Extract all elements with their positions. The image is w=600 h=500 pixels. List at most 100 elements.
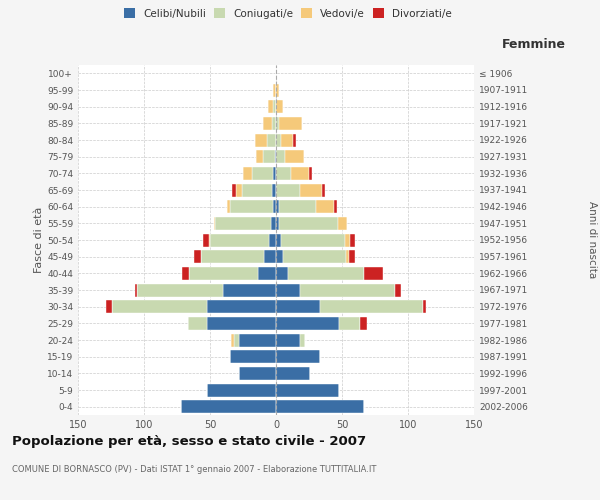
- Bar: [334, 200, 337, 213]
- Bar: [209, 234, 210, 246]
- Bar: [239, 367, 276, 380]
- Bar: [239, 334, 276, 346]
- Bar: [276, 317, 340, 330]
- Bar: [210, 234, 269, 246]
- Bar: [272, 117, 276, 130]
- Text: COMUNE DI BORNASCO (PV) - Dati ISTAT 1° gennaio 2007 - Elaborazione TUTTITALIA.I: COMUNE DI BORNASCO (PV) - Dati ISTAT 1° …: [12, 465, 376, 474]
- Bar: [189, 267, 257, 280]
- Bar: [276, 234, 281, 246]
- Bar: [344, 234, 350, 246]
- Bar: [274, 100, 276, 113]
- Bar: [276, 300, 320, 313]
- Bar: [276, 84, 278, 96]
- Bar: [263, 150, 275, 163]
- Legend: Celibi/Nubili, Coniugati/e, Vedovi/e, Divorziati/e: Celibi/Nubili, Coniugati/e, Vedovi/e, Di…: [121, 5, 455, 21]
- Bar: [264, 250, 276, 263]
- Bar: [276, 267, 288, 280]
- Bar: [182, 267, 189, 280]
- Bar: [285, 150, 304, 163]
- Bar: [276, 284, 300, 296]
- Bar: [281, 134, 293, 146]
- Bar: [208, 384, 276, 396]
- Bar: [278, 200, 316, 213]
- Bar: [227, 200, 230, 213]
- Bar: [230, 200, 274, 213]
- Bar: [276, 150, 285, 163]
- Bar: [338, 217, 347, 230]
- Bar: [263, 117, 272, 130]
- Bar: [257, 267, 276, 280]
- Bar: [300, 184, 322, 196]
- Bar: [276, 250, 283, 263]
- Text: Femmine: Femmine: [502, 38, 565, 51]
- Bar: [290, 167, 309, 180]
- Bar: [194, 250, 201, 263]
- Bar: [293, 134, 296, 146]
- Bar: [256, 150, 263, 163]
- Bar: [232, 184, 236, 196]
- Bar: [215, 217, 271, 230]
- Bar: [112, 300, 208, 313]
- Bar: [223, 284, 276, 296]
- Bar: [275, 150, 276, 163]
- Bar: [203, 234, 209, 246]
- Bar: [231, 334, 234, 346]
- Bar: [271, 217, 276, 230]
- Bar: [283, 250, 346, 263]
- Bar: [272, 184, 276, 196]
- Bar: [276, 217, 278, 230]
- Bar: [276, 167, 290, 180]
- Bar: [276, 117, 278, 130]
- Bar: [349, 250, 355, 263]
- Bar: [276, 334, 300, 346]
- Bar: [276, 184, 300, 196]
- Bar: [137, 284, 223, 296]
- Bar: [346, 250, 349, 263]
- Bar: [255, 134, 267, 146]
- Bar: [208, 300, 276, 313]
- Bar: [269, 234, 276, 246]
- Bar: [214, 217, 215, 230]
- Bar: [252, 167, 274, 180]
- Bar: [316, 200, 334, 213]
- Bar: [278, 117, 302, 130]
- Bar: [236, 184, 242, 196]
- Bar: [288, 267, 364, 280]
- Text: Popolazione per età, sesso e stato civile - 2007: Popolazione per età, sesso e stato civil…: [12, 435, 366, 448]
- Bar: [340, 317, 361, 330]
- Bar: [364, 267, 383, 280]
- Bar: [274, 167, 276, 180]
- Bar: [281, 234, 344, 246]
- Bar: [276, 400, 364, 413]
- Bar: [243, 167, 252, 180]
- Bar: [242, 184, 272, 196]
- Bar: [274, 200, 276, 213]
- Bar: [361, 317, 367, 330]
- Bar: [276, 134, 281, 146]
- Bar: [188, 317, 208, 330]
- Bar: [350, 234, 355, 246]
- Bar: [278, 217, 338, 230]
- Bar: [395, 284, 401, 296]
- Text: Anni di nascita: Anni di nascita: [587, 202, 597, 278]
- Bar: [135, 284, 137, 296]
- Bar: [322, 184, 325, 196]
- Bar: [320, 300, 422, 313]
- Bar: [300, 334, 305, 346]
- Bar: [201, 250, 264, 263]
- Bar: [276, 100, 283, 113]
- Bar: [276, 384, 340, 396]
- Bar: [267, 134, 276, 146]
- Y-axis label: Fasce di età: Fasce di età: [34, 207, 44, 273]
- Bar: [106, 300, 112, 313]
- Bar: [234, 334, 239, 346]
- Bar: [276, 367, 310, 380]
- Bar: [300, 284, 395, 296]
- Bar: [274, 84, 276, 96]
- Bar: [309, 167, 311, 180]
- Bar: [268, 100, 274, 113]
- Bar: [181, 400, 276, 413]
- Bar: [276, 200, 278, 213]
- Bar: [276, 350, 320, 363]
- Bar: [208, 317, 276, 330]
